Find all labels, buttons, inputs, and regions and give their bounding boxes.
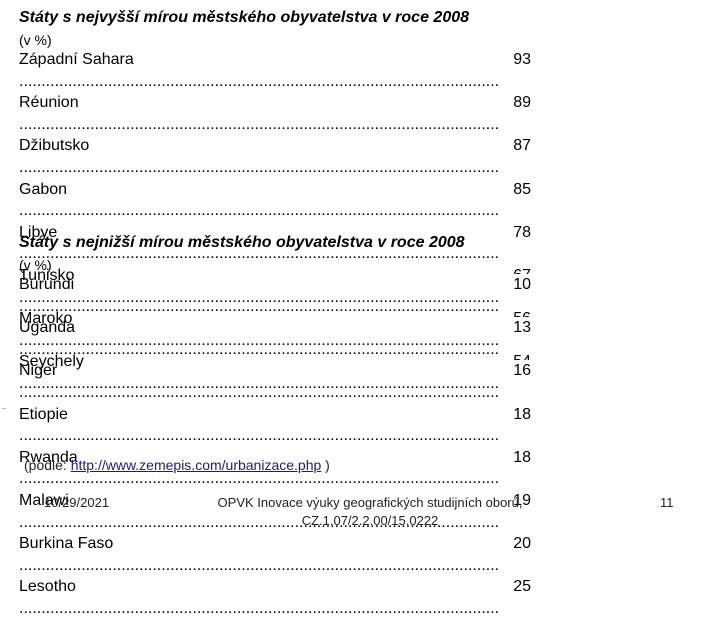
highest-section: Státy s nejvyšší mírou městského obyvate… xyxy=(19,8,531,395)
row-country: Libye xyxy=(19,223,58,241)
row-value: 93 xyxy=(511,49,531,71)
dot-leader: ........................................… xyxy=(19,72,499,90)
dot-leader: ........................................… xyxy=(19,288,499,306)
footer-project-line2: CZ.1.07/2.2.00/15.0222 xyxy=(301,513,439,528)
source-prefix: (podle: xyxy=(24,457,71,473)
row-country: Burundi xyxy=(19,276,75,293)
row-country: Réunion xyxy=(19,94,79,112)
row-country: Seychely xyxy=(19,353,84,371)
dot-leader: ........................................… xyxy=(19,331,499,349)
table-row: 16 Niger.................................… xyxy=(19,360,531,403)
row-value: 18 xyxy=(511,446,531,469)
row-country: Etiopie xyxy=(19,405,68,423)
dot-leader: ........................................… xyxy=(19,599,499,617)
row-value: 78 xyxy=(511,221,531,244)
highest-unit: (v %) xyxy=(19,32,52,48)
table-row: 85 Gabon.................................… xyxy=(19,178,531,222)
row-country: Tunisko xyxy=(19,266,75,284)
dot-leader: ........................................… xyxy=(19,374,499,392)
row-country: Západní Sahara xyxy=(19,51,134,68)
footer-project-line1: OPVK Inovace výuky geografických studijn… xyxy=(217,495,523,510)
source-note: (podle: http://www.zemepis.com/urbanizac… xyxy=(24,456,330,474)
row-value: 89 xyxy=(511,92,531,114)
table-row: 54Seychely..............................… xyxy=(19,351,531,394)
row-value: 10 xyxy=(511,274,531,296)
table-row: 87 Džibutsko.............................… xyxy=(19,135,531,178)
table-row: 78 Libye.................................… xyxy=(19,221,531,265)
lowest-heading: Státy s nejnižší mírou městského obyvate… xyxy=(19,234,465,251)
row-value: 87 xyxy=(511,135,531,157)
source-link[interactable]: http://www.zemepis.com/urbanizace.php xyxy=(70,457,322,473)
footer-date: 10/29/2021 xyxy=(44,495,110,510)
row-country: Uganda xyxy=(19,319,76,337)
lowest-unit: (v %) xyxy=(19,257,52,273)
dot-leader: ........................................… xyxy=(19,340,499,358)
dot-leader: ........................................… xyxy=(19,470,499,488)
row-value: 20 xyxy=(511,533,531,555)
row-country: Rwanda xyxy=(19,448,78,466)
row-country: Niger xyxy=(19,362,58,380)
row-value: 85 xyxy=(511,178,531,201)
table-row: 13 Uganda................................… xyxy=(19,317,531,360)
footer-page-number: 11 xyxy=(660,495,674,510)
highest-heading: Státy s nejvyšší mírou městského obyvate… xyxy=(19,9,470,26)
table-row: 10 Burundi...............................… xyxy=(19,274,531,317)
highest-list: 93 Západní Sahara........................… xyxy=(19,49,531,395)
row-country: Maroko xyxy=(19,310,73,328)
row-value: 19 xyxy=(511,489,531,512)
dot-leader: ........................................… xyxy=(19,383,499,401)
row-value: 25 xyxy=(511,576,531,598)
source-suffix: ) xyxy=(321,457,330,473)
dot-leader: ........................................… xyxy=(19,513,499,531)
row-value: 13 xyxy=(511,317,531,339)
dot-leader: ........................................… xyxy=(19,245,499,263)
table-row: 18 Etiopie...............................… xyxy=(19,403,531,447)
row-country: Džibutsko xyxy=(19,137,90,155)
dot-leader: ........................................… xyxy=(19,202,499,220)
row-country: Gabon xyxy=(19,180,68,198)
row-value: 16 xyxy=(511,360,531,382)
lowest-list: 10 Burundi...............................… xyxy=(19,274,531,620)
table-row: 25 Lesotho...............................… xyxy=(19,576,531,619)
dot-leader: ........................................… xyxy=(19,115,499,133)
row-value: 18 xyxy=(511,403,531,426)
dot-leader: ........................................… xyxy=(19,158,499,176)
table-row: 19 Malawi................................… xyxy=(19,489,531,533)
dot-leader: ........................................… xyxy=(19,556,499,574)
row-country: Malawi xyxy=(19,491,69,509)
table-row: 18 Rwanda................................… xyxy=(19,446,531,490)
table-row: 89 Réunion...............................… xyxy=(19,92,531,135)
dot-leader: ........................................… xyxy=(19,297,499,315)
edge-mark xyxy=(2,408,6,409)
row-country: Lesotho xyxy=(19,578,76,596)
footer-project: OPVK Inovace výuky geografických studijn… xyxy=(180,494,560,530)
dot-leader: ........................................… xyxy=(19,427,499,445)
table-row: 93 Západní Sahara........................… xyxy=(19,49,531,92)
lowest-section: Státy s nejnižší mírou městského obyvate… xyxy=(19,233,531,620)
row-country: Burkina Faso xyxy=(19,535,114,553)
